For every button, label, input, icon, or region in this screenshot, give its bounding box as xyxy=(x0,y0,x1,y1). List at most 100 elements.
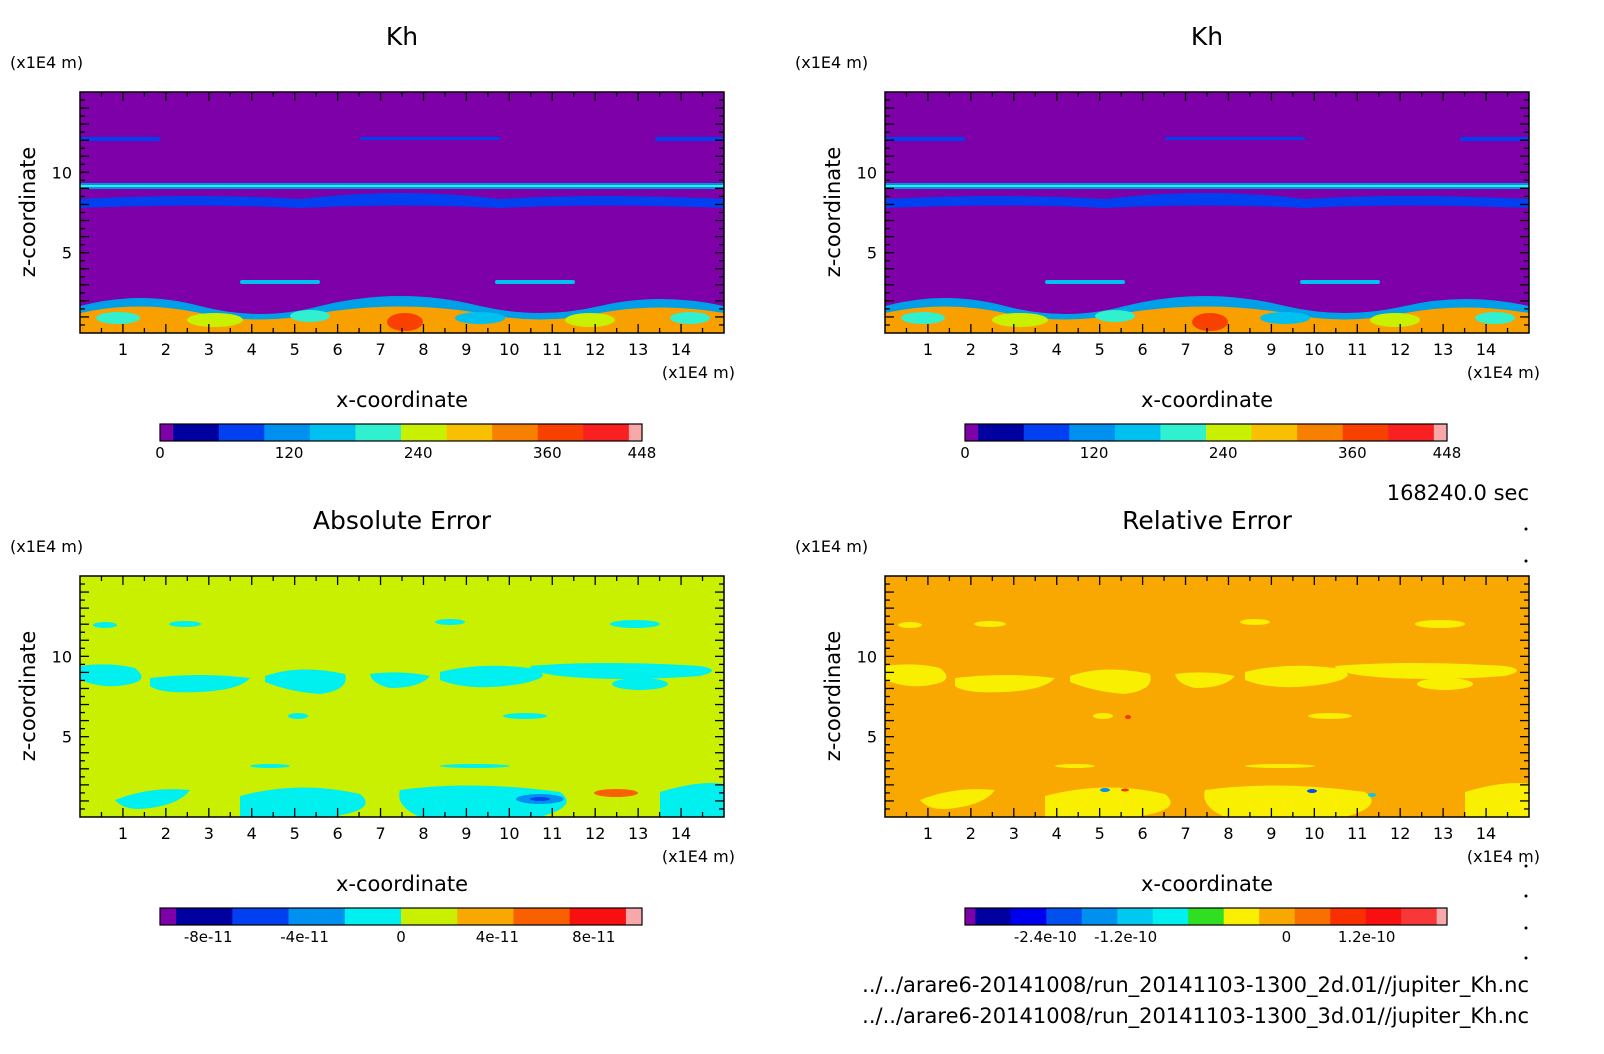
colorbar-segment xyxy=(513,908,571,925)
x-tick-label: 14 xyxy=(671,824,691,843)
x-tick-label: 3 xyxy=(1009,824,1019,843)
colorbar-tick-label: 360 xyxy=(1338,444,1367,462)
x-tick-label: 12 xyxy=(1390,824,1410,843)
field-plot xyxy=(80,576,724,817)
x-tick-label: 11 xyxy=(542,824,562,843)
error-patch xyxy=(1175,672,1235,688)
z-unit-label: (x1E4 m) xyxy=(795,537,868,556)
eddy xyxy=(1370,313,1420,327)
z-axis-label: z-coordinate xyxy=(821,147,845,278)
x-unit-label: (x1E4 m) xyxy=(1467,363,1540,382)
colorbar-segment xyxy=(1342,424,1389,441)
error-patch xyxy=(1100,788,1110,792)
colorbar-tick-label: 1.2e-10 xyxy=(1338,928,1396,946)
colorbar-tick-label: 0 xyxy=(960,444,970,462)
eddy xyxy=(290,310,330,322)
error-patch xyxy=(1415,620,1465,628)
colorbar-segment xyxy=(232,908,290,925)
error-patch xyxy=(1245,764,1315,768)
x-tick-label: 7 xyxy=(1180,340,1190,359)
panel-title: Kh xyxy=(386,22,418,51)
error-patch xyxy=(1045,787,1171,817)
colorbar-tick-label: -8e-11 xyxy=(184,928,233,946)
error-patch xyxy=(1368,793,1376,797)
x-axis-label: x-coordinate xyxy=(336,872,468,896)
panel-title: Absolute Error xyxy=(313,506,492,535)
colorbar-segment xyxy=(978,424,1025,441)
error-patch xyxy=(440,665,543,688)
colorbar-segment xyxy=(1251,424,1298,441)
field-background xyxy=(80,576,724,817)
colorbar-segment xyxy=(344,908,402,925)
field-background xyxy=(885,576,1529,817)
colorbar-segment xyxy=(355,424,402,441)
error-patch xyxy=(1465,783,1529,817)
colorbar-segment xyxy=(173,424,220,441)
eddy xyxy=(992,313,1048,327)
error-patch xyxy=(898,622,922,628)
panel-kh-2d: Kh (x1E4 m) 1 2 3 4 5 6 7 8 9 10 11 12 13 14 510 (x1E… xyxy=(10,22,735,462)
error-patch xyxy=(920,789,995,809)
x-axis: 1 2 3 4 5 6 7 8 9 10 11 12 13 14 xyxy=(905,576,1509,843)
eddy xyxy=(455,312,505,324)
x-tick-label: 5 xyxy=(290,824,300,843)
colorbar-segment xyxy=(401,908,458,925)
colorbar-segment xyxy=(583,424,630,441)
colorbar-segment xyxy=(975,908,1012,925)
colorbar-segment xyxy=(1023,424,1070,441)
colorbar-frame xyxy=(964,907,1448,926)
colorbar: 0 120 240 360 448 xyxy=(155,423,656,462)
error-patch xyxy=(288,713,308,719)
colorbar-segment xyxy=(1223,908,1260,925)
eddy xyxy=(565,313,615,327)
error-patch xyxy=(250,764,290,768)
z-tick-label: 5 xyxy=(867,244,877,263)
colorbar-segment xyxy=(176,908,233,925)
z-unit-label: (x1E4 m) xyxy=(10,53,83,72)
panel-title: Relative Error xyxy=(1122,506,1292,535)
x-tick-label: 1 xyxy=(923,824,933,843)
colorbar-segment xyxy=(1152,908,1189,925)
error-patch xyxy=(610,620,660,628)
error-patch xyxy=(974,621,1006,627)
x-tick-label: 12 xyxy=(585,340,605,359)
x-tick-label: 6 xyxy=(333,340,343,359)
x-tick-label: 13 xyxy=(628,340,648,359)
x-tick-label: 11 xyxy=(1347,824,1367,843)
colorbar-segment xyxy=(1010,908,1047,925)
colorbar-segment xyxy=(625,908,643,925)
z-unit-label: (x1E4 m) xyxy=(10,537,83,556)
colorbar-segment xyxy=(537,424,584,441)
colorbar-segment xyxy=(1436,908,1448,925)
z-tick-label: 10 xyxy=(52,163,72,182)
colorbar-segment xyxy=(446,424,493,441)
x-tick-label: 7 xyxy=(1180,824,1190,843)
panel-absolute-error: Absolute Error (x1E4 m) xyxy=(10,506,735,946)
x-tick-label: 10 xyxy=(499,824,519,843)
x-axis-label: x-coordinate xyxy=(336,388,468,412)
band xyxy=(240,280,320,284)
colorbar-tick-label: 0 xyxy=(155,444,165,462)
x-axis: 1 2 3 4 5 6 7 8 9 10 11 12 13 14 xyxy=(100,576,704,843)
field-plot xyxy=(885,576,1529,817)
margin-dots xyxy=(1524,527,1528,960)
x-tick-label: 12 xyxy=(585,824,605,843)
error-patch xyxy=(503,713,547,719)
x-tick-label: 2 xyxy=(161,824,171,843)
x-tick-label: 3 xyxy=(204,824,214,843)
x-tick-label: 10 xyxy=(499,340,519,359)
x-tick-label: 2 xyxy=(966,824,976,843)
x-tick-label: 1 xyxy=(118,340,128,359)
colorbar-tick-label: 8e-11 xyxy=(572,928,615,946)
error-patch xyxy=(885,664,947,687)
colorbar-segment xyxy=(1069,424,1116,441)
colorbar: -8e-11 -4e-11 0 4e-11 8e-11 xyxy=(159,907,643,946)
panel-relative-error: Relative Error (x1E4 m) xyxy=(795,506,1540,946)
colorbar-frame xyxy=(159,423,643,442)
x-tick-label: 11 xyxy=(542,340,562,359)
x-tick-label: 5 xyxy=(1095,340,1105,359)
x-tick-label: 11 xyxy=(1347,340,1367,359)
error-patch xyxy=(1121,788,1129,792)
colorbar-segment xyxy=(1160,424,1207,441)
